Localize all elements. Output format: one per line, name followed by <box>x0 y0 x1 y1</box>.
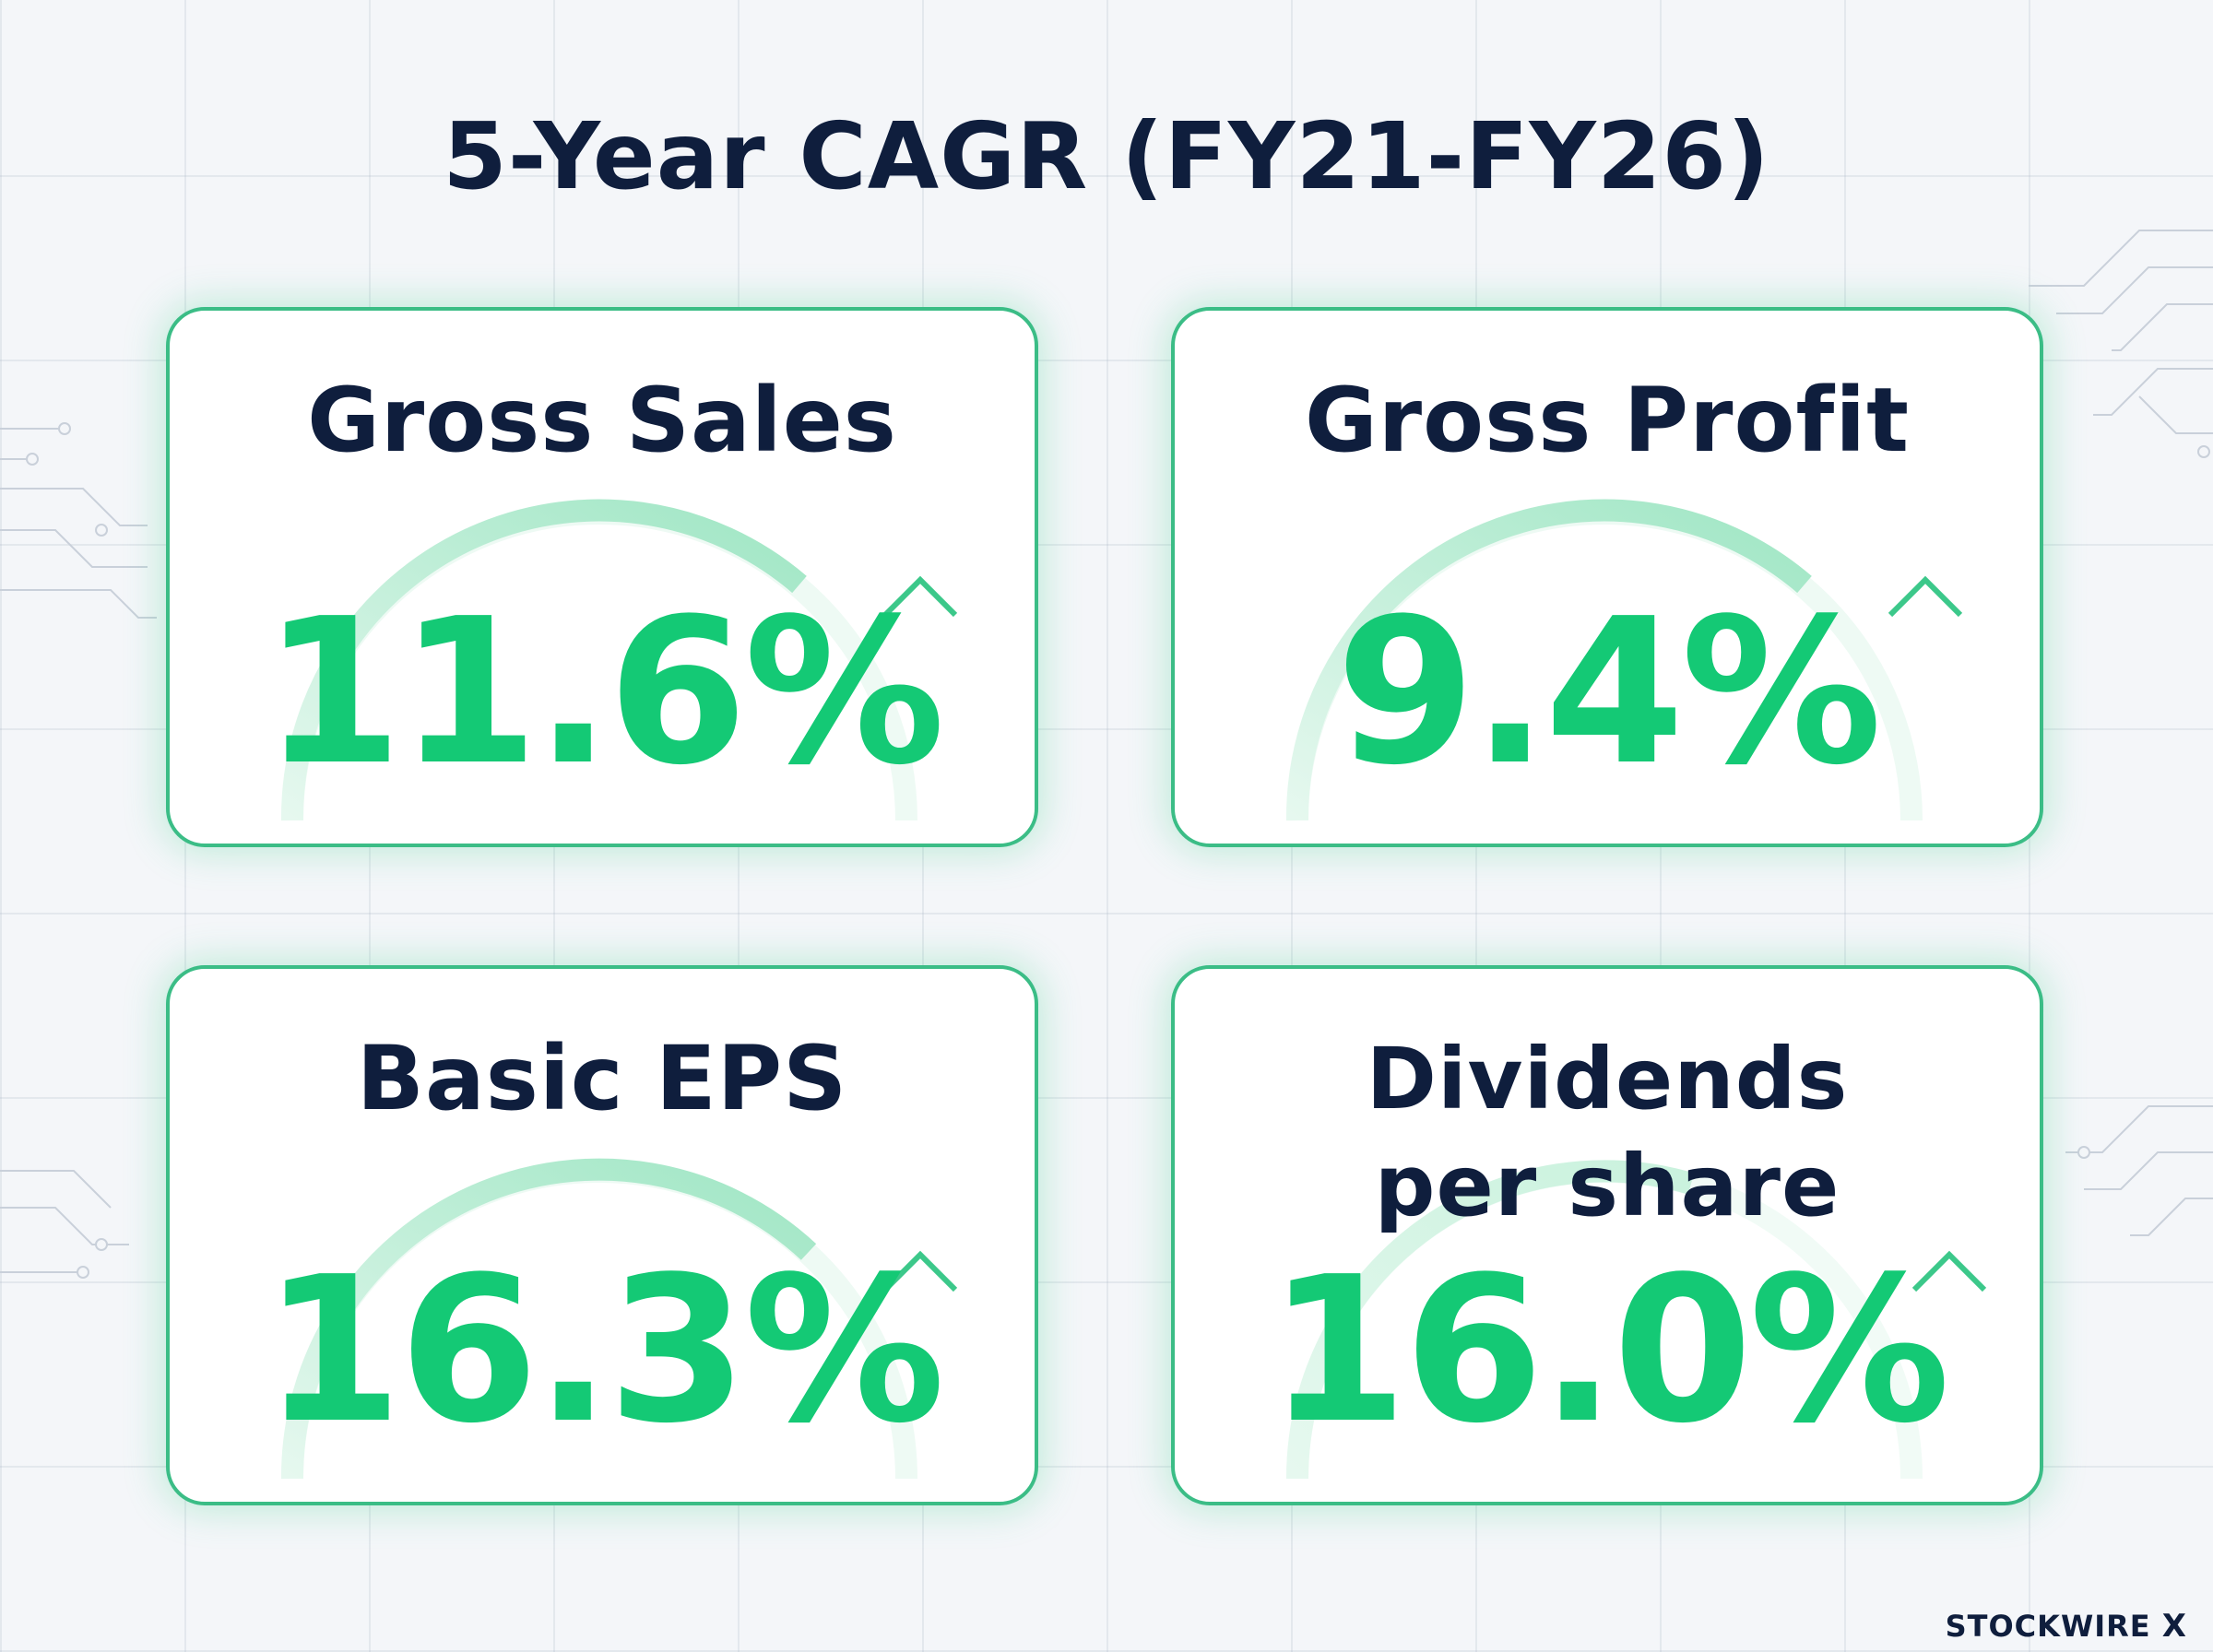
gauge-arc-fill <box>280 1158 817 1480</box>
brand-mark: X <box>2161 1608 2187 1645</box>
metric-card-dividends-per-share: Dividends per share 16.0% <box>1171 965 2043 1505</box>
card-label-line-2: per share <box>1374 1137 1840 1235</box>
metric-card-basic-eps: Basic EPS 16.3% <box>166 965 1038 1505</box>
gauge-arc-fill <box>1285 1160 1695 1480</box>
brand-name: STOCKWIRE <box>1945 1609 2151 1644</box>
card-value: 16.3% <box>262 1234 945 1468</box>
circuit-decoration-left <box>0 422 157 1279</box>
card-label: Dividends per share <box>1175 1026 2040 1240</box>
card-decoration <box>1285 1160 1987 1480</box>
card-decoration <box>280 1158 958 1480</box>
card-decoration <box>280 499 958 821</box>
brand-logo: STOCKWIRE X <box>1946 1608 2187 1645</box>
page-title: 5-Year CAGR (FY21-FY26) <box>443 102 1770 210</box>
metric-card-gross-profit: Gross Profit 9.4% <box>1171 307 2043 847</box>
up-arrow-icon <box>1888 575 1963 698</box>
up-arrow-icon <box>882 575 958 698</box>
card-label: Gross Profit <box>1304 369 1910 472</box>
up-arrow-icon <box>882 1250 958 1356</box>
circuit-decoration-right <box>2029 230 2213 1236</box>
gauge-arc-fill <box>280 499 807 821</box>
metric-card-gross-sales: Gross Sales 11.6% <box>166 307 1038 847</box>
gauge-arc-fill <box>1285 499 1812 821</box>
card-label-line-1: Dividends <box>1366 1030 1849 1128</box>
card-decoration <box>1285 499 1963 821</box>
card-value: 16.0% <box>1267 1234 1950 1468</box>
up-arrow-icon <box>1911 1250 1987 1356</box>
card-value: 9.4% <box>1335 576 1883 809</box>
card-label: Basic EPS <box>356 1027 848 1130</box>
card-value: 11.6% <box>262 576 945 809</box>
card-label: Gross Sales <box>307 369 897 472</box>
